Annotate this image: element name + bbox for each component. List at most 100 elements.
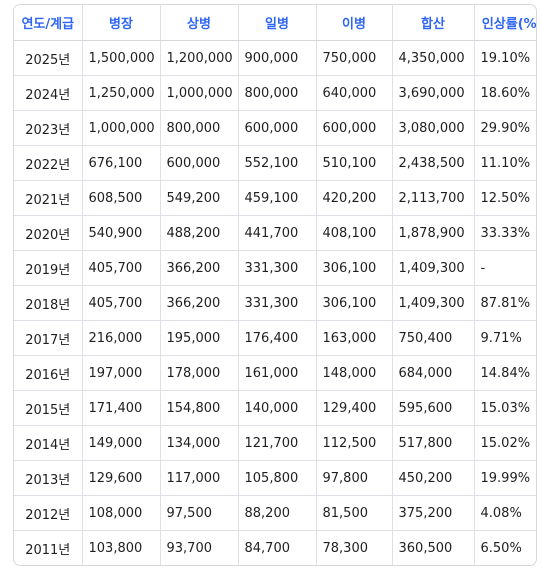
cell-private-first-class: 600,000	[238, 110, 317, 146]
cell-corporal: 134,000	[160, 425, 239, 461]
cell-private: 306,100	[316, 285, 393, 321]
cell-year: 2017년	[14, 320, 83, 356]
cell-total: 750,400	[392, 320, 475, 356]
cell-private: 78,300	[316, 530, 393, 565]
cell-private: 81,500	[316, 495, 393, 531]
cell-private: 129,400	[316, 390, 393, 426]
table-row: 2018년 405,700 366,200 331,300 306,100 1,409,3…	[14, 285, 536, 321]
cell-corporal: 97,500	[160, 495, 239, 531]
cell-total: 595,600	[392, 390, 475, 426]
cell-year: 2014년	[14, 425, 83, 461]
cell-corporal: 366,200	[160, 250, 239, 286]
cell-private-first-class: 900,000	[238, 40, 317, 76]
cell-total: 4,350,000	[392, 40, 475, 76]
header-year-rank: 연도/계급	[14, 5, 83, 41]
cell-private: 306,100	[316, 250, 393, 286]
table-row: 2012년 108,000 97,500 88,200 81,500 375,200 4.0…	[14, 495, 536, 531]
cell-private-first-class: 105,800	[238, 460, 317, 496]
table-row: 2011년 103,800 93,700 84,700 78,300 360,500 6.5…	[14, 530, 536, 565]
cell-corporal: 117,000	[160, 460, 239, 496]
salary-table-container: 연도/계급 병장 상병 일병 이병 합산 인상률(%) 2025년 1,500,0…	[13, 4, 537, 566]
header-increase-rate: 인상률(%)	[474, 5, 536, 41]
cell-corporal: 154,800	[160, 390, 239, 426]
cell-private-first-class: 331,300	[238, 285, 317, 321]
cell-year: 2022년	[14, 145, 83, 181]
cell-sergeant: 103,800	[82, 530, 161, 565]
cell-corporal: 488,200	[160, 215, 239, 251]
cell-sergeant: 1,000,000	[82, 110, 161, 146]
table-row: 2020년 540,900 488,200 441,700 408,100 1,878,9…	[14, 215, 536, 251]
cell-total: 2,438,500	[392, 145, 475, 181]
table-row: 2017년 216,000 195,000 176,400 163,000 750,400…	[14, 320, 536, 356]
cell-private-first-class: 800,000	[238, 75, 317, 111]
header-private-first-class: 일병	[238, 5, 317, 41]
cell-year: 2012년	[14, 495, 83, 531]
table-row: 2014년 149,000 134,000 121,700 112,500 517,800…	[14, 425, 536, 461]
cell-sergeant: 540,900	[82, 215, 161, 251]
cell-increase-rate: 19.99%	[474, 460, 536, 496]
cell-total: 450,200	[392, 460, 475, 496]
cell-increase-rate: 15.02%	[474, 425, 536, 461]
cell-private: 640,000	[316, 75, 393, 111]
table-row: 2023년 1,000,000 800,000 600,000 600,000 3,080…	[14, 110, 536, 146]
cell-increase-rate: -	[474, 250, 536, 286]
header-corporal: 상병	[160, 5, 239, 41]
cell-increase-rate: 18.60%	[474, 75, 536, 111]
table-row: 2024년 1,250,000 1,000,000 800,000 640,000 3,6…	[14, 75, 536, 111]
cell-private: 408,100	[316, 215, 393, 251]
cell-corporal: 195,000	[160, 320, 239, 356]
cell-private-first-class: 121,700	[238, 425, 317, 461]
cell-sergeant: 676,100	[82, 145, 161, 181]
cell-total: 2,113,700	[392, 180, 475, 216]
cell-year: 2020년	[14, 215, 83, 251]
cell-total: 3,080,000	[392, 110, 475, 146]
cell-private: 750,000	[316, 40, 393, 76]
cell-total: 360,500	[392, 530, 475, 565]
table-header: 연도/계급 병장 상병 일병 이병 합산 인상률(%)	[14, 5, 536, 41]
cell-sergeant: 149,000	[82, 425, 161, 461]
cell-year: 2021년	[14, 180, 83, 216]
header-row: 연도/계급 병장 상병 일병 이병 합산 인상률(%)	[14, 5, 536, 41]
salary-table: 연도/계급 병장 상병 일병 이병 합산 인상률(%) 2025년 1,500,0…	[14, 5, 536, 565]
cell-sergeant: 1,500,000	[82, 40, 161, 76]
cell-increase-rate: 14.84%	[474, 355, 536, 391]
header-sergeant: 병장	[82, 5, 161, 41]
table-row: 2015년 171,400 154,800 140,000 129,400 595,600…	[14, 390, 536, 426]
cell-corporal: 549,200	[160, 180, 239, 216]
cell-private: 97,800	[316, 460, 393, 496]
cell-sergeant: 197,000	[82, 355, 161, 391]
cell-increase-rate: 4.08%	[474, 495, 536, 531]
cell-private-first-class: 176,400	[238, 320, 317, 356]
cell-sergeant: 129,600	[82, 460, 161, 496]
cell-corporal: 366,200	[160, 285, 239, 321]
cell-increase-rate: 12.50%	[474, 180, 536, 216]
table-row: 2013년 129,600 117,000 105,800 97,800 450,200 1…	[14, 460, 536, 496]
cell-increase-rate: 15.03%	[474, 390, 536, 426]
cell-corporal: 93,700	[160, 530, 239, 565]
cell-sergeant: 405,700	[82, 250, 161, 286]
cell-year: 2025년	[14, 40, 83, 76]
cell-corporal: 1,000,000	[160, 75, 239, 111]
table-row: 2016년 197,000 178,000 161,000 148,000 684,000…	[14, 355, 536, 391]
cell-private: 148,000	[316, 355, 393, 391]
cell-corporal: 600,000	[160, 145, 239, 181]
cell-increase-rate: 29.90%	[474, 110, 536, 146]
cell-private: 510,100	[316, 145, 393, 181]
cell-total: 1,409,300	[392, 250, 475, 286]
cell-year: 2019년	[14, 250, 83, 286]
cell-total: 1,409,300	[392, 285, 475, 321]
cell-year: 2013년	[14, 460, 83, 496]
cell-private-first-class: 441,700	[238, 215, 317, 251]
cell-corporal: 800,000	[160, 110, 239, 146]
cell-private-first-class: 84,700	[238, 530, 317, 565]
cell-total: 375,200	[392, 495, 475, 531]
cell-private-first-class: 161,000	[238, 355, 317, 391]
table-row: 2022년 676,100 600,000 552,100 510,100 2,438,5…	[14, 145, 536, 181]
cell-total: 517,800	[392, 425, 475, 461]
header-total: 합산	[392, 5, 475, 41]
cell-increase-rate: 87.81%	[474, 285, 536, 321]
cell-total: 684,000	[392, 355, 475, 391]
cell-private-first-class: 140,000	[238, 390, 317, 426]
cell-increase-rate: 19.10%	[474, 40, 536, 76]
cell-sergeant: 608,500	[82, 180, 161, 216]
